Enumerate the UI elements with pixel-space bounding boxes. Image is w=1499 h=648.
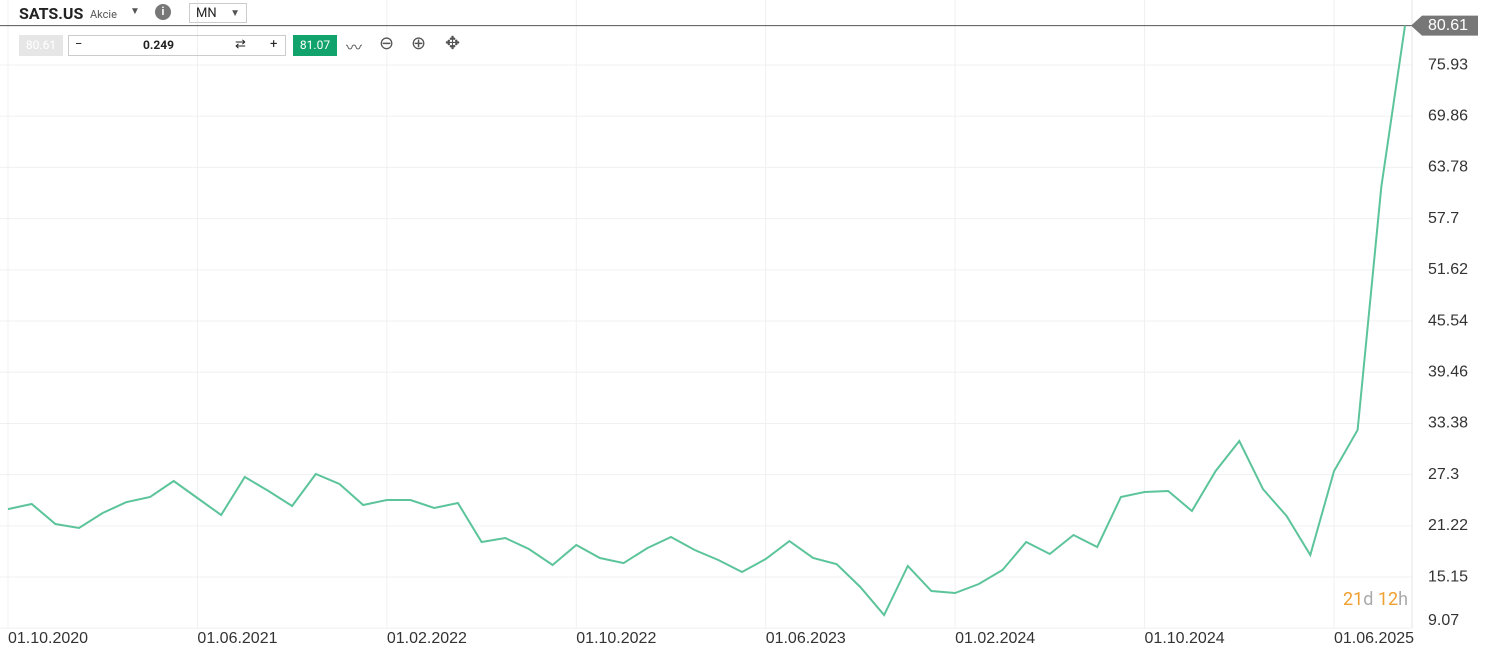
hours: 12 <box>1377 589 1399 610</box>
days-unit: d <box>1363 589 1374 610</box>
info-icon[interactable]: i <box>155 4 171 20</box>
pan[interactable]: ✥ <box>445 33 461 54</box>
x-tick-label: 01.10.2022 <box>576 630 656 647</box>
grid <box>0 0 1412 629</box>
y-tick-label: 27.3 <box>1428 466 1459 483</box>
y-tick-label: 21.22 <box>1428 517 1468 534</box>
hours-unit: h <box>1398 589 1409 610</box>
y-tick-label: 57.7 <box>1428 210 1459 227</box>
y-tick-label: 51.62 <box>1428 261 1468 278</box>
x-tick-label: 01.10.2024 <box>1145 630 1225 647</box>
swap[interactable]: ⇄ <box>235 37 246 52</box>
bid-button[interactable]: 80.61 <box>19 35 63 56</box>
dropdown-arrow[interactable]: ▼ <box>130 6 140 17</box>
period-select[interactable]: MN ▼ <box>189 3 247 23</box>
x-tick-label: 01.06.2025 <box>1334 630 1414 647</box>
y-tick-label: 33.38 <box>1428 415 1468 432</box>
y-tick-label: 39.46 <box>1428 363 1468 380</box>
step: 0.249 <box>143 38 175 52</box>
x-tick-label: 01.06.2021 <box>197 630 277 647</box>
y-tick-label: 15.15 <box>1428 568 1468 585</box>
minus[interactable]: − <box>75 37 83 52</box>
ask-button[interactable]: 81.07 <box>293 35 337 56</box>
y-tick-label: 75.93 <box>1428 56 1468 73</box>
y-tick-label: 63.78 <box>1428 159 1468 176</box>
volume-input[interactable]: − 0.249 ⇄ + <box>68 35 286 56</box>
period: MN <box>196 6 217 21</box>
countdown: 21d 12h <box>1343 589 1408 610</box>
zoom-in[interactable]: ⊕ <box>411 33 427 54</box>
y-tick-label: 9.07 <box>1428 612 1459 629</box>
price-line <box>7 25 1406 617</box>
instrument-kind: Akcie <box>90 8 117 21</box>
symbol[interactable]: SATS.US <box>19 4 84 23</box>
x-tick-label: 01.10.2020 <box>8 630 88 647</box>
y-tick-label: 69.86 <box>1428 107 1468 124</box>
x-tick-label: 01.06.2023 <box>766 630 846 647</box>
x-tick-label: 01.02.2022 <box>387 630 467 647</box>
chart-type-icon[interactable]: 〰 <box>346 38 363 57</box>
zoom-out[interactable]: ⊖ <box>379 33 395 54</box>
last-price-label: 80.61 <box>1428 17 1468 34</box>
last-price-tag <box>1411 15 1478 36</box>
plus[interactable]: + <box>270 37 278 52</box>
days: 21 <box>1343 589 1364 610</box>
y-tick-label: 45.54 <box>1428 312 1468 329</box>
x-tick-label: 01.02.2024 <box>955 630 1035 647</box>
